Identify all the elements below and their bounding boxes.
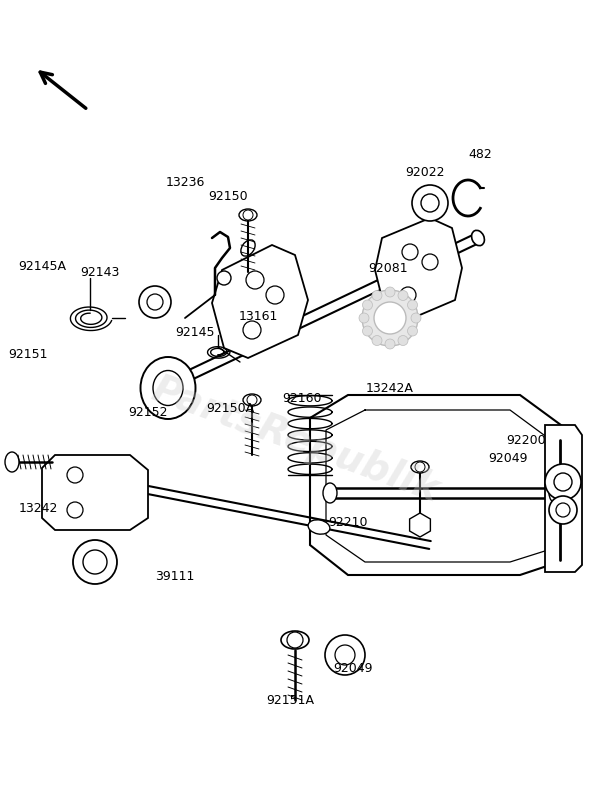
Text: 92150: 92150 <box>208 189 248 202</box>
Circle shape <box>372 336 382 345</box>
Polygon shape <box>212 245 308 358</box>
Text: 92151: 92151 <box>8 348 48 361</box>
Circle shape <box>362 290 418 346</box>
Circle shape <box>372 291 382 300</box>
Circle shape <box>335 645 355 665</box>
Circle shape <box>554 473 572 491</box>
Ellipse shape <box>308 520 330 535</box>
Circle shape <box>374 302 406 334</box>
Text: 92150A: 92150A <box>206 402 254 415</box>
Circle shape <box>359 313 369 323</box>
Text: 39111: 39111 <box>155 570 195 582</box>
Polygon shape <box>42 455 148 530</box>
Circle shape <box>362 300 372 310</box>
Circle shape <box>67 467 83 483</box>
Ellipse shape <box>472 230 484 245</box>
Text: 92145: 92145 <box>176 325 215 339</box>
Polygon shape <box>545 425 582 572</box>
Circle shape <box>287 632 303 648</box>
Circle shape <box>217 271 231 285</box>
Text: 92049: 92049 <box>333 662 373 674</box>
Circle shape <box>402 244 418 260</box>
Ellipse shape <box>5 452 19 472</box>
Circle shape <box>408 326 418 336</box>
Circle shape <box>549 496 577 524</box>
Ellipse shape <box>549 483 563 503</box>
Ellipse shape <box>153 371 183 406</box>
Circle shape <box>421 194 439 212</box>
Text: 92152: 92152 <box>128 406 168 419</box>
Text: 92145A: 92145A <box>18 260 66 273</box>
Ellipse shape <box>243 394 261 406</box>
Circle shape <box>422 254 438 270</box>
Text: 92200: 92200 <box>506 434 546 447</box>
Circle shape <box>385 287 395 297</box>
Polygon shape <box>310 395 565 575</box>
Text: 92049: 92049 <box>488 451 528 464</box>
Circle shape <box>325 635 365 675</box>
Circle shape <box>147 294 163 310</box>
Ellipse shape <box>239 209 257 221</box>
Text: 92022: 92022 <box>405 165 445 178</box>
Text: 13242: 13242 <box>18 502 58 515</box>
Circle shape <box>412 185 448 221</box>
Text: 92081: 92081 <box>368 261 408 275</box>
Circle shape <box>398 291 408 300</box>
Circle shape <box>400 287 416 303</box>
Circle shape <box>247 395 257 405</box>
Ellipse shape <box>241 240 255 256</box>
Text: 92151A: 92151A <box>266 694 314 706</box>
Circle shape <box>67 502 83 518</box>
Circle shape <box>398 336 408 345</box>
Ellipse shape <box>323 483 337 503</box>
Polygon shape <box>409 513 431 537</box>
Circle shape <box>556 503 570 517</box>
Circle shape <box>73 540 117 584</box>
Circle shape <box>362 326 372 336</box>
Text: 92143: 92143 <box>80 265 120 279</box>
Text: 92210: 92210 <box>328 515 368 528</box>
Text: 482: 482 <box>468 149 492 161</box>
Text: PartsRepublik: PartsRepublik <box>146 370 444 510</box>
Circle shape <box>266 286 284 304</box>
Text: 13236: 13236 <box>166 177 205 189</box>
Circle shape <box>83 550 107 574</box>
Text: 92160: 92160 <box>282 392 322 404</box>
Circle shape <box>246 271 264 289</box>
Circle shape <box>415 462 425 472</box>
Circle shape <box>139 286 171 318</box>
Circle shape <box>545 464 581 500</box>
Text: 13161: 13161 <box>239 309 277 323</box>
Circle shape <box>411 313 421 323</box>
Text: 13242A: 13242A <box>366 381 414 395</box>
Circle shape <box>385 339 395 349</box>
Circle shape <box>408 300 418 310</box>
Ellipse shape <box>411 461 429 473</box>
Ellipse shape <box>141 357 196 419</box>
Circle shape <box>243 210 253 220</box>
Ellipse shape <box>281 631 309 649</box>
Polygon shape <box>375 218 462 320</box>
Circle shape <box>243 321 261 339</box>
